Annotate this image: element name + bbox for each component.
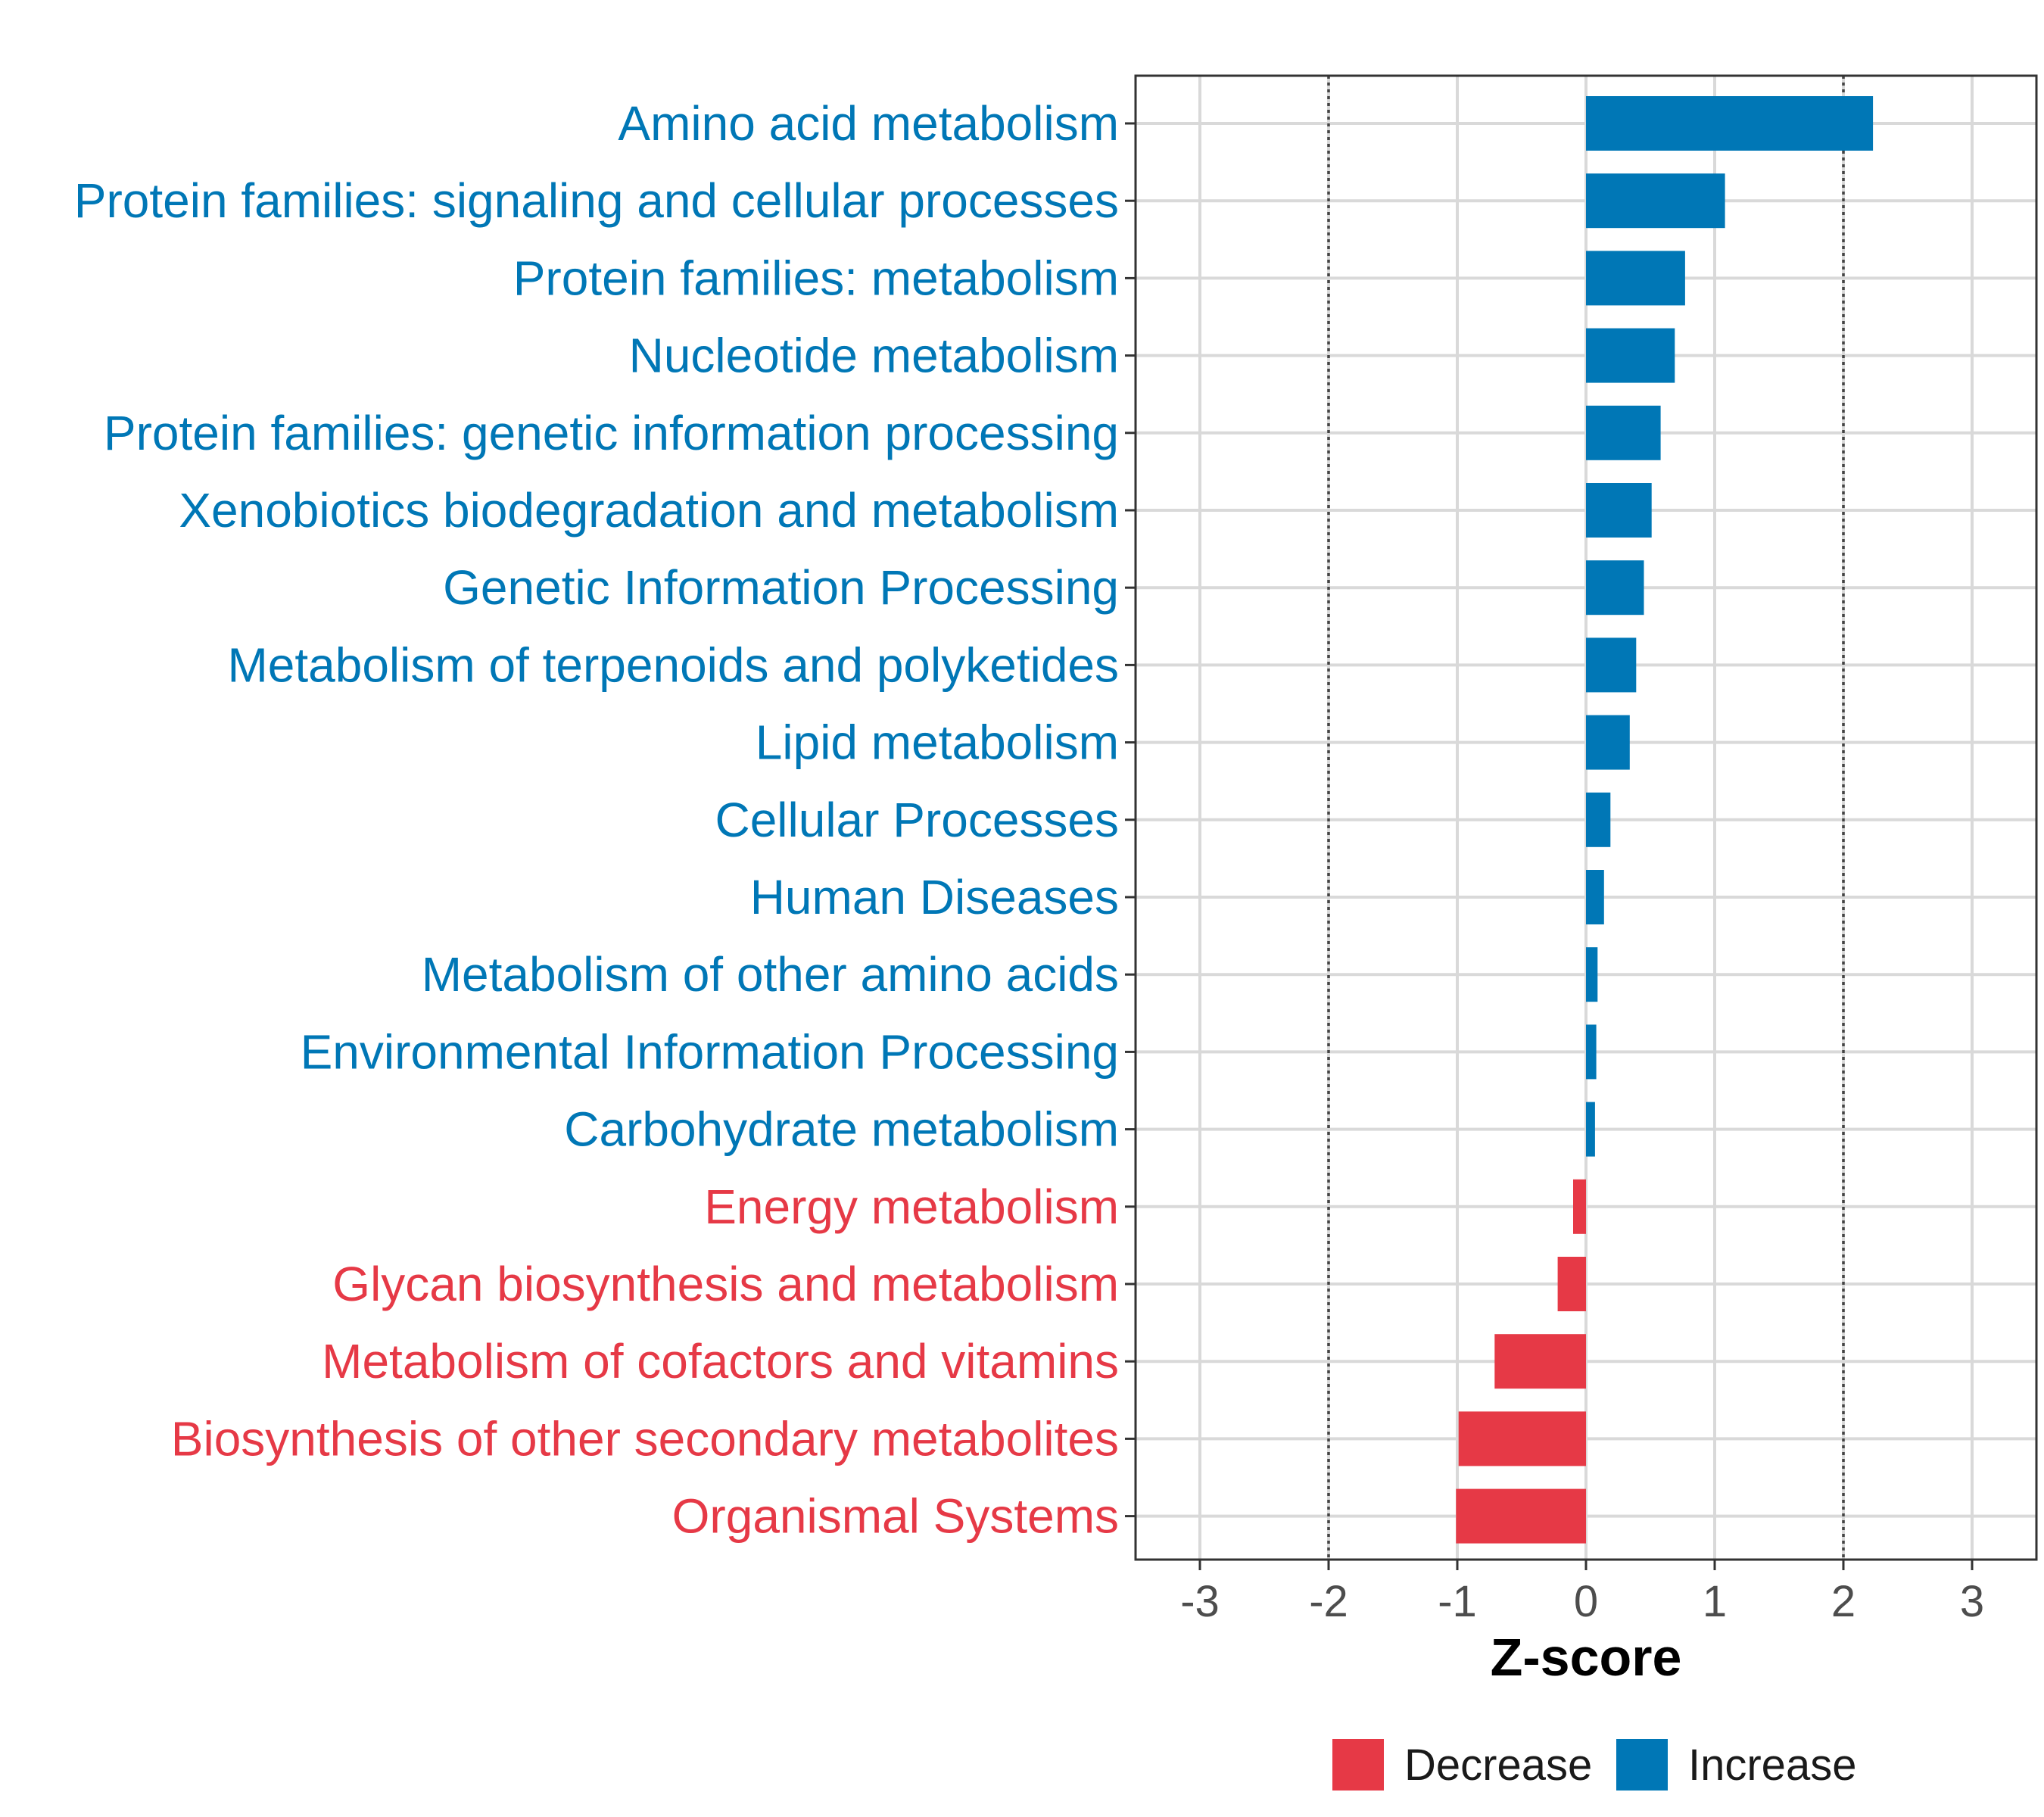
category-label: Metabolism of other amino acids — [422, 947, 1119, 1002]
legend-label: Decrease — [1404, 1741, 1592, 1790]
category-label: Lipid metabolism — [756, 715, 1119, 770]
bar — [1586, 792, 1611, 847]
category-axis: Amino acid metabolism Protein families: s… — [74, 96, 1136, 1544]
legend-swatch — [1332, 1739, 1384, 1791]
category-label: Cellular Processes — [715, 793, 1119, 847]
category-label: Glycan biosynthesis and metabolism — [332, 1257, 1119, 1311]
category-label: Nucleotide metabolism — [629, 329, 1119, 383]
category-label: Amino acid metabolism — [618, 96, 1119, 151]
bar — [1586, 173, 1725, 229]
x-axis: -3 -2 -1 0 1 2 3 — [1180, 1560, 1984, 1626]
category-label: Protein families: genetic information pr… — [104, 406, 1119, 460]
bar — [1494, 1334, 1586, 1389]
category-label: Metabolism of cofactors and vitamins — [322, 1334, 1119, 1388]
bar — [1586, 251, 1685, 306]
category-label: Protein families: signaling and cellular… — [74, 173, 1119, 228]
category-label: Energy metabolism — [704, 1180, 1119, 1234]
x-axis-title: Z-score — [1491, 1628, 1682, 1687]
category-label: Protein families: metabolism — [513, 251, 1119, 305]
bar — [1458, 1411, 1586, 1466]
category-label: Organismal Systems — [672, 1489, 1119, 1544]
x-tick-label: -1 — [1438, 1577, 1477, 1626]
reference-lines — [1327, 76, 1845, 1560]
legend: Decrease Increase — [1332, 1739, 1856, 1791]
category-label: Xenobiotics biodegradation and metabolis… — [179, 483, 1119, 538]
category-label: Biosynthesis of other secondary metaboli… — [171, 1411, 1119, 1466]
x-tick-label: -3 — [1180, 1577, 1220, 1626]
x-tick-label: 3 — [1960, 1577, 1984, 1626]
bar — [1586, 1102, 1595, 1157]
bar — [1586, 483, 1652, 538]
x-tick-label: 0 — [1574, 1577, 1598, 1626]
x-tick-label: 1 — [1703, 1577, 1727, 1626]
category-label: Genetic Information Processing — [443, 560, 1119, 615]
category-label: Human Diseases — [750, 870, 1119, 924]
bar — [1586, 328, 1675, 383]
bar — [1573, 1179, 1586, 1234]
category-label: Environmental Information Processing — [301, 1024, 1119, 1079]
bar — [1586, 637, 1637, 693]
x-tick-label: -2 — [1309, 1577, 1348, 1626]
bar — [1586, 96, 1874, 151]
bar — [1456, 1488, 1586, 1544]
bar — [1557, 1257, 1586, 1311]
category-label: Carbohydrate metabolism — [564, 1102, 1119, 1157]
bar — [1586, 715, 1630, 770]
legend-label: Increase — [1688, 1741, 1856, 1790]
bar — [1586, 560, 1644, 616]
category-label: Metabolism of terpenoids and polyketides — [227, 637, 1119, 692]
bar — [1586, 870, 1604, 924]
bar — [1586, 405, 1661, 460]
bar — [1586, 1024, 1597, 1080]
bar — [1586, 947, 1598, 1002]
legend-swatch — [1616, 1739, 1668, 1791]
bars — [1456, 96, 1874, 1544]
x-tick-label: 2 — [1831, 1577, 1855, 1626]
